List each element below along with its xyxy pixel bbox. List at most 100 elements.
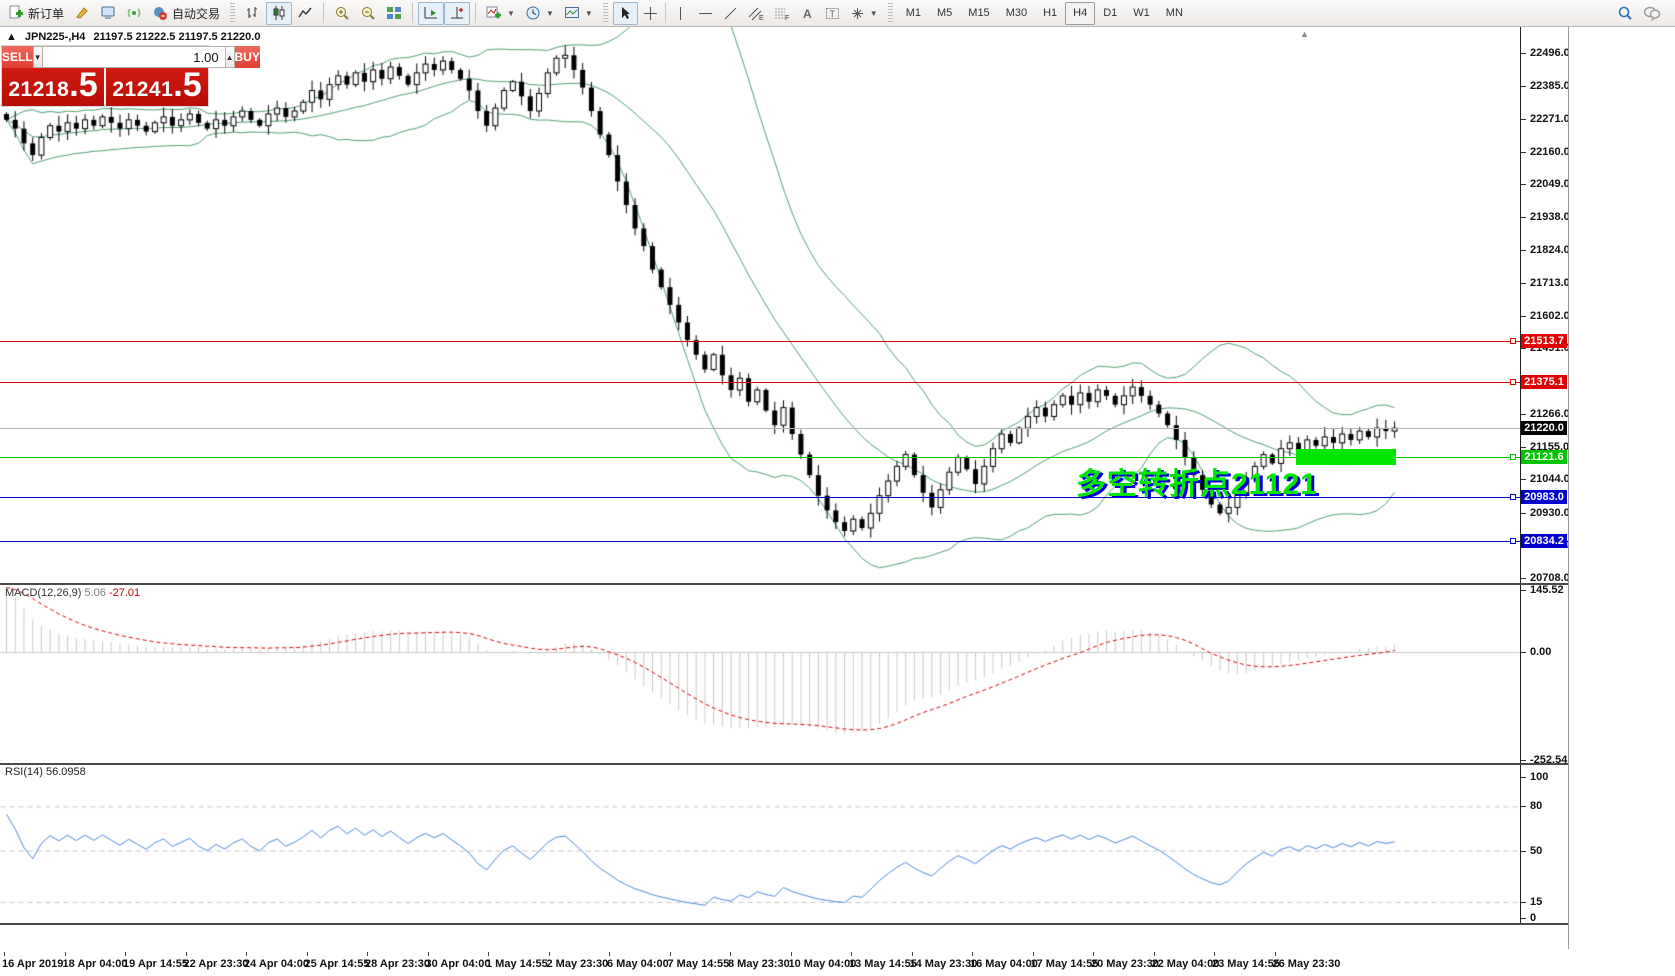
- periods-button[interactable]: ▼: [520, 2, 559, 25]
- ohlc-values: 21197.5 21222.5 21197.5 21220.0: [93, 31, 261, 43]
- sell-price-button[interactable]: 21218 .5: [2, 68, 104, 106]
- price-level-line[interactable]: [0, 341, 1520, 343]
- toolbar-drag-handle: [230, 3, 236, 23]
- buy-price-main: 21241: [112, 78, 174, 101]
- chat-icon[interactable]: [1643, 5, 1661, 21]
- price-tick-label: 21044.0: [1530, 473, 1570, 486]
- volume-increase-button[interactable]: ▲: [224, 46, 235, 68]
- time-axis-label: 19 Apr 14:55: [123, 958, 189, 970]
- fibonacci-button[interactable]: F: [769, 2, 795, 25]
- chart-annotation-text: 多空转折点21121: [1076, 468, 1318, 501]
- time-axis-label: 7 May 14:55: [667, 958, 730, 970]
- timeframe-button-d1[interactable]: D1: [1103, 7, 1118, 19]
- timeframe-button-h1[interactable]: H1: [1043, 7, 1058, 19]
- search-icon[interactable]: [1617, 5, 1633, 21]
- time-tick: [4, 952, 5, 956]
- crayon-button[interactable]: [69, 2, 95, 25]
- rsi-pane-separator[interactable]: [0, 763, 1568, 765]
- time-axis-label: 17 May 14:55: [1030, 958, 1099, 970]
- sell-price-frac: .5: [69, 66, 98, 104]
- timeframe-button-m30[interactable]: M30: [1005, 7, 1028, 19]
- price-level-tag: 20834.2: [1521, 533, 1567, 548]
- label-button[interactable]: T: [820, 2, 845, 25]
- buy-price-button[interactable]: 21241 .5: [106, 68, 208, 106]
- cursor-button[interactable]: [612, 1, 638, 25]
- line-chart-button[interactable]: [292, 2, 318, 25]
- time-tick: [911, 952, 913, 956]
- time-tick: [730, 952, 731, 956]
- line-endpoint-marker[interactable]: [1510, 537, 1516, 544]
- timeframe-button-h4[interactable]: H4: [1065, 1, 1096, 25]
- price-level-line[interactable]: [0, 456, 1520, 458]
- time-tick: [972, 952, 973, 956]
- line-endpoint-marker[interactable]: [1510, 494, 1516, 501]
- time-axis-label: 13 May 14:55: [849, 958, 917, 970]
- time-axis-label: 28 Apr 23:30: [365, 958, 431, 970]
- rsi-value: 56.0958: [45, 766, 86, 778]
- crosshair-button[interactable]: [638, 2, 663, 25]
- terminal-icon: [101, 6, 115, 19]
- horizontal-line-icon: [698, 12, 712, 14]
- line-endpoint-marker[interactable]: [1510, 453, 1516, 460]
- time-tick: [1153, 952, 1155, 956]
- crosshair-icon: [643, 6, 657, 20]
- chart-area: ▲ JPN225-,H4 21197.5 21222.5 21197.5 212…: [0, 27, 1675, 976]
- buy-button[interactable]: BUY: [234, 46, 260, 68]
- candlestick-button[interactable]: [266, 1, 293, 25]
- svg-text:A: A: [803, 7, 812, 21]
- price-level-line[interactable]: [0, 540, 1520, 542]
- price-tick-label: 21266.0: [1530, 408, 1570, 421]
- time-axis-label: 8 May 23:30: [728, 958, 790, 970]
- time-tick: [306, 952, 308, 956]
- chart-shift-button[interactable]: [444, 1, 471, 25]
- time-axis-label: 16 Apr 2019: [2, 958, 64, 970]
- arrows-dropdown-arrow: ▼: [869, 8, 878, 18]
- horizontal-line-button[interactable]: [693, 2, 718, 25]
- price-tick: [1521, 119, 1526, 121]
- timeframe-button-m1[interactable]: M1: [905, 7, 921, 19]
- volume-input[interactable]: [42, 46, 225, 68]
- timeframe-button-mn[interactable]: MN: [1165, 7, 1183, 19]
- bar-chart-button[interactable]: [240, 2, 266, 25]
- time-tick: [1093, 952, 1094, 956]
- price-level-line[interactable]: [0, 497, 1520, 499]
- new-order-button[interactable]: 新订单: [3, 2, 69, 25]
- arrows-button[interactable]: ▼: [845, 2, 883, 25]
- volume-decrease-button[interactable]: ▼: [32, 46, 43, 68]
- auto-scroll-button[interactable]: [418, 1, 445, 25]
- sell-button[interactable]: SELL: [2, 46, 33, 68]
- scroll-marker-icon[interactable]: ▲: [1300, 29, 1309, 39]
- periods-clock-icon: [526, 6, 540, 20]
- text-button[interactable]: A: [795, 2, 820, 25]
- time-tick: [851, 952, 852, 956]
- timeframe-button-m5[interactable]: M5: [937, 7, 953, 19]
- signals-icon: [127, 8, 141, 18]
- channel-button[interactable]: E: [743, 2, 769, 25]
- indicators-button[interactable]: ▼: [481, 2, 520, 25]
- signals-button[interactable]: [121, 2, 147, 25]
- autotrading-button[interactable]: 自动交易: [147, 2, 225, 25]
- timeframe-button-w1[interactable]: W1: [1133, 7, 1150, 19]
- indicators-dropdown-arrow: ▼: [507, 8, 515, 18]
- price-level-line[interactable]: [0, 382, 1520, 384]
- tile-windows-button[interactable]: [381, 2, 407, 25]
- price-axis-line: [1520, 27, 1521, 925]
- macd-pane-separator[interactable]: [0, 583, 1568, 585]
- right-gutter: [1568, 27, 1675, 949]
- templates-button[interactable]: ▼: [559, 2, 598, 25]
- line-endpoint-marker[interactable]: [1510, 379, 1516, 386]
- terminal-button[interactable]: [95, 2, 121, 25]
- line-endpoint-marker[interactable]: [1510, 338, 1516, 345]
- main-chart-canvas[interactable]: [0, 27, 1675, 949]
- rsi-tick-label: 100: [1530, 771, 1549, 783]
- time-tick: [367, 952, 368, 956]
- zoom-in-button[interactable]: [329, 2, 355, 25]
- zoom-out-button[interactable]: [355, 2, 381, 25]
- rsi-tick: [1521, 850, 1526, 852]
- highlight-rectangle[interactable]: [1296, 449, 1396, 465]
- trendline-button[interactable]: [718, 2, 743, 25]
- vertical-line-button[interactable]: [668, 2, 693, 25]
- collapse-arrow-icon[interactable]: ▲: [6, 31, 17, 43]
- timeframe-button-m15[interactable]: M15: [968, 7, 990, 19]
- price-level-tag: 21513.7: [1521, 334, 1567, 349]
